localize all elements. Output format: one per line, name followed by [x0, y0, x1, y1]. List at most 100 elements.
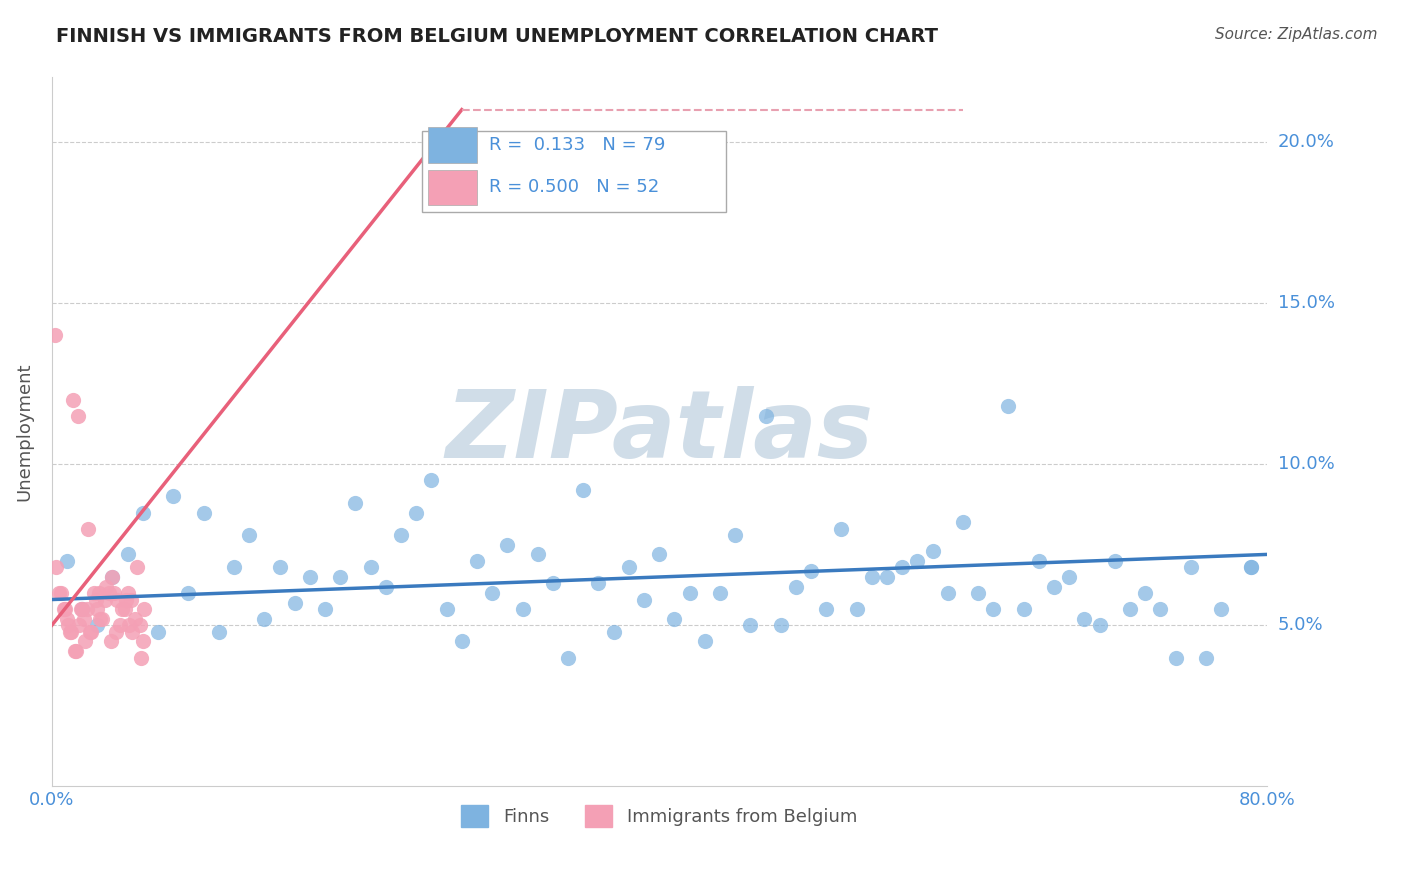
Point [75, 634, 97, 648]
Legend: Finns, Immigrants from Belgium: Finns, Immigrants from Belgium [454, 797, 865, 834]
Point [769, 618, 792, 632]
Point [269, 560, 291, 574]
Point [815, 602, 838, 616]
Point [1119, 602, 1142, 616]
Point [284, 596, 307, 610]
Point [134, 602, 156, 616]
Point [96, 580, 118, 594]
Point [481, 586, 503, 600]
Point [132, 634, 155, 648]
Point [997, 399, 1019, 413]
Point [44, 328, 66, 343]
Point [208, 624, 231, 639]
Point [465, 554, 488, 568]
Point [496, 538, 519, 552]
Point [709, 586, 731, 600]
Point [238, 528, 260, 542]
Point [86, 602, 108, 616]
Point [83, 586, 105, 600]
Point [146, 624, 169, 639]
Point [79, 624, 101, 639]
Point [541, 576, 564, 591]
Point [1104, 554, 1126, 568]
Point [84, 592, 107, 607]
Point [193, 506, 215, 520]
Point [1012, 602, 1035, 616]
Point [1180, 560, 1202, 574]
Point [860, 570, 883, 584]
Point [45, 560, 67, 574]
FancyBboxPatch shape [429, 127, 477, 162]
Point [436, 602, 458, 616]
Point [49, 586, 72, 600]
Point [114, 602, 136, 616]
Point [67, 618, 90, 632]
Point [105, 592, 128, 607]
Point [80, 624, 103, 639]
Point [724, 528, 747, 542]
Point [450, 634, 472, 648]
Point [664, 612, 686, 626]
Point [60, 624, 83, 639]
Point [62, 392, 84, 407]
Point [55, 602, 77, 616]
Text: FINNISH VS IMMIGRANTS FROM BELGIUM UNEMPLOYMENT CORRELATION CHART: FINNISH VS IMMIGRANTS FROM BELGIUM UNEMP… [56, 27, 938, 45]
Point [314, 602, 336, 616]
Point [405, 506, 427, 520]
Text: Source: ZipAtlas.com: Source: ZipAtlas.com [1215, 27, 1378, 42]
Point [360, 560, 382, 574]
Text: 5.0%: 5.0% [1278, 616, 1323, 634]
Point [921, 544, 943, 558]
Point [70, 602, 93, 616]
Point [63, 644, 86, 658]
Point [588, 576, 610, 591]
Point [648, 548, 671, 562]
Point [1088, 618, 1111, 632]
Point [389, 528, 412, 542]
Point [1057, 570, 1080, 584]
Point [70, 602, 93, 616]
Point [115, 592, 138, 607]
Point [87, 586, 110, 600]
Point [58, 618, 80, 632]
Point [90, 612, 112, 626]
Point [1133, 586, 1156, 600]
Point [830, 522, 852, 536]
Point [124, 612, 146, 626]
Point [740, 618, 762, 632]
Point [117, 586, 139, 600]
Point [103, 586, 125, 600]
Point [52, 602, 75, 616]
Point [104, 624, 127, 639]
Point [298, 570, 321, 584]
Point [128, 618, 150, 632]
Point [120, 592, 142, 607]
Point [1240, 560, 1263, 574]
Point [56, 554, 79, 568]
Point [693, 634, 716, 648]
Point [77, 522, 100, 536]
Point [125, 560, 148, 574]
Point [800, 564, 823, 578]
Text: 15.0%: 15.0% [1278, 294, 1334, 312]
Point [344, 496, 367, 510]
Point [1073, 612, 1095, 626]
Point [526, 548, 548, 562]
Point [785, 580, 807, 594]
Point [56, 612, 79, 626]
Point [100, 634, 122, 648]
Point [94, 592, 117, 607]
Point [1240, 560, 1263, 574]
Point [450, 135, 472, 149]
FancyBboxPatch shape [422, 130, 725, 212]
Point [1209, 602, 1232, 616]
Point [1028, 554, 1050, 568]
Point [420, 473, 443, 487]
Text: ZIPatlas: ZIPatlas [446, 386, 873, 478]
Point [118, 618, 141, 632]
Point [1043, 580, 1066, 594]
Text: 20.0%: 20.0% [1278, 133, 1334, 151]
Point [1164, 650, 1187, 665]
Point [952, 515, 974, 529]
Text: R =  0.133   N = 79: R = 0.133 N = 79 [489, 136, 665, 153]
